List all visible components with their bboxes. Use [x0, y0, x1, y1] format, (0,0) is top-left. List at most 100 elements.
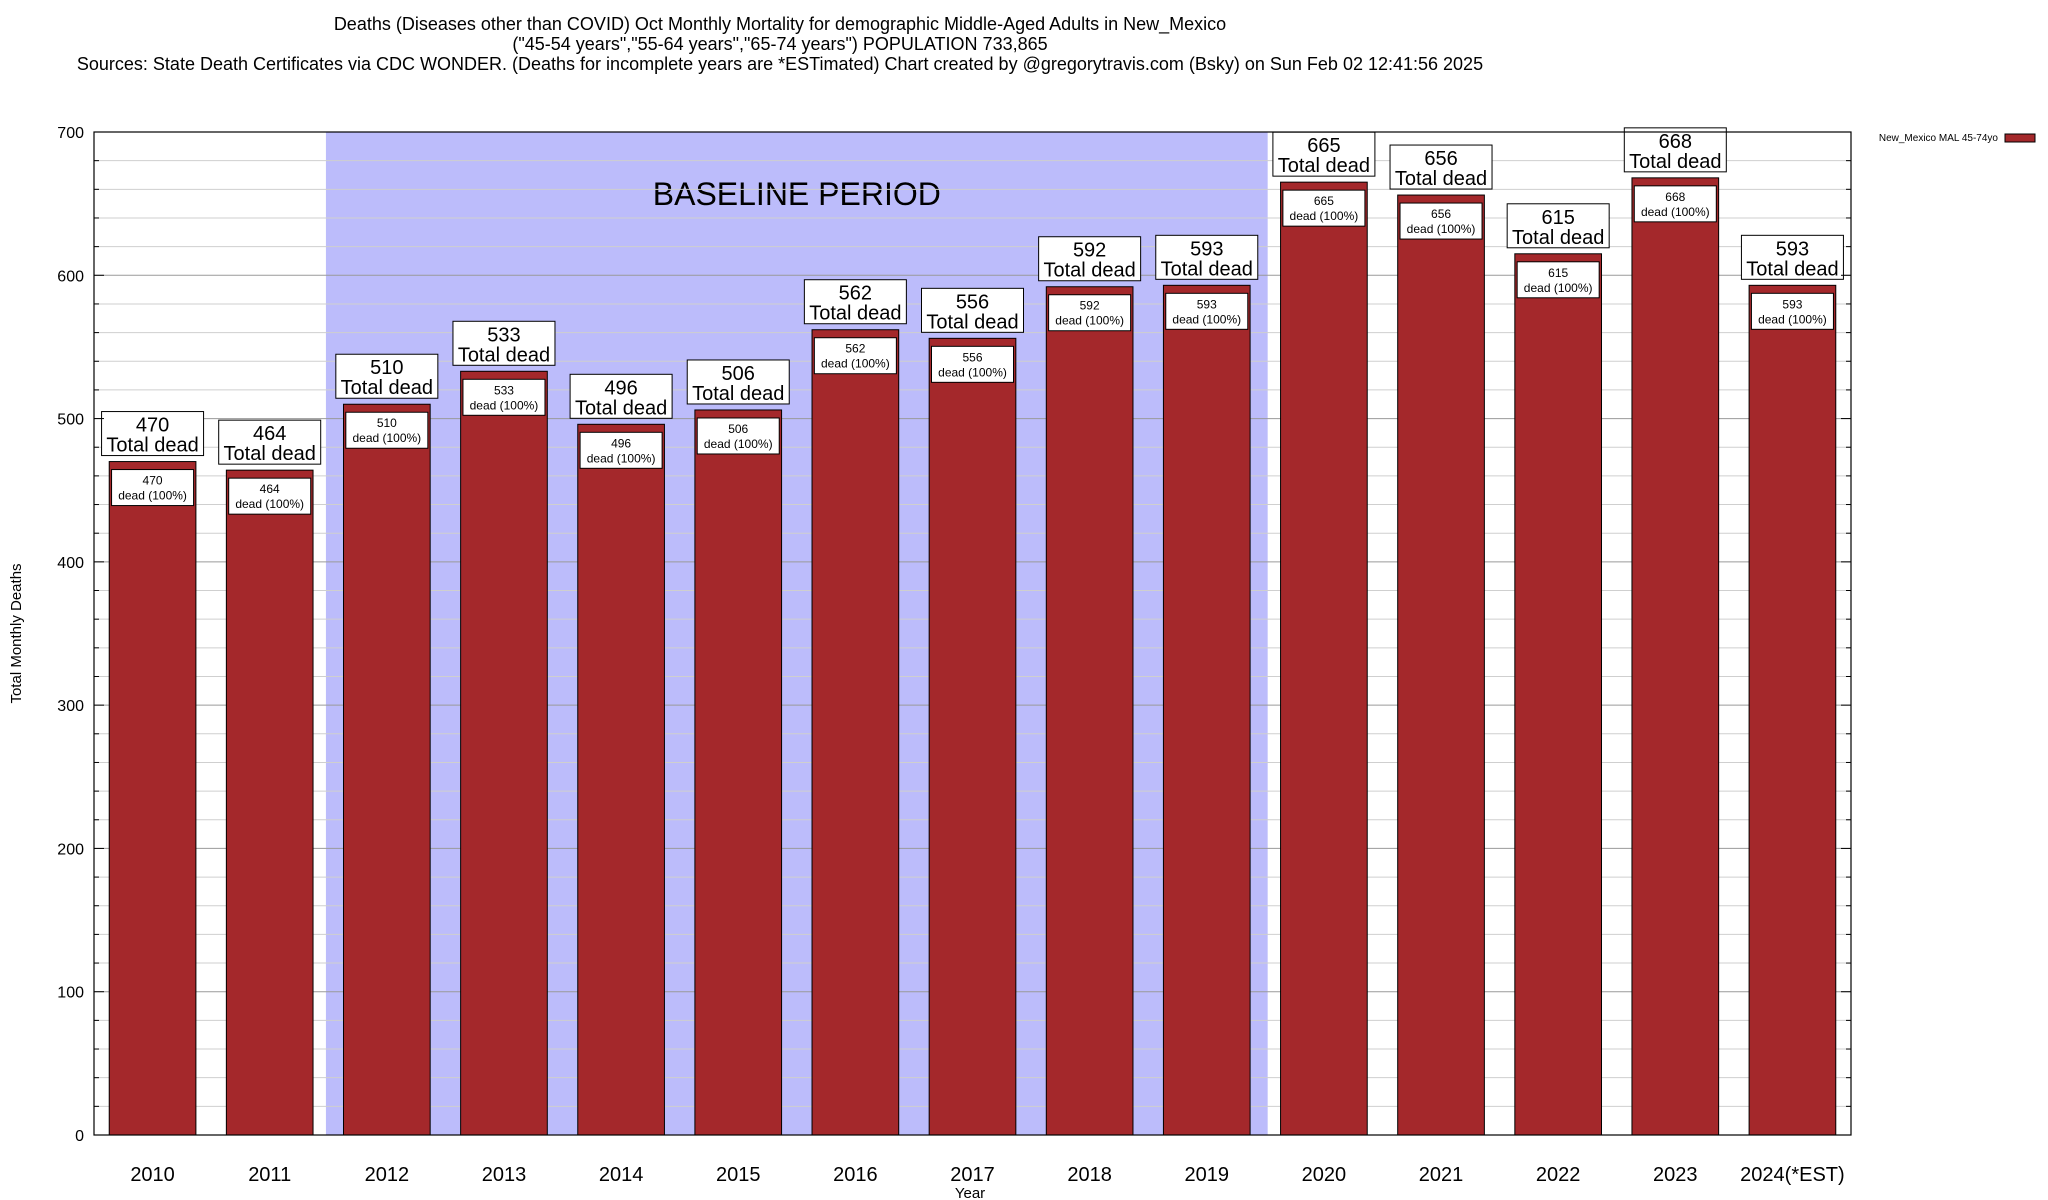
x-tick-label: 2021: [1419, 1164, 1464, 1186]
bar-total-value-label: 496: [604, 377, 637, 399]
bar-total-value-label: 464: [253, 423, 286, 445]
bar-total-text-label: Total dead: [106, 435, 198, 457]
bar-total-label-box: [1038, 236, 1142, 282]
bar-total-label-box: [1155, 234, 1259, 280]
chart-subtitle: ("45-54 years","55-64 years","65-74 year…: [512, 34, 1048, 54]
bar-inner-percent-label: dead (100%): [1055, 314, 1124, 328]
bar-inner-percent-label: dead (100%): [352, 431, 421, 445]
bar-total-value-label: 506: [722, 363, 755, 385]
bar-total-label-box: [335, 353, 439, 399]
bar-total-value-label: 668: [1659, 131, 1692, 153]
bar-inner-percent-label: dead (100%): [704, 437, 773, 451]
x-tick-label: 2024(*EST): [1740, 1164, 1845, 1186]
x-tick-label: 2015: [716, 1164, 761, 1186]
bar-inner-value-label: 556: [962, 350, 982, 364]
baseline-period-label: BASELINE PERIOD: [653, 176, 941, 212]
bar-inner-label-box: [931, 345, 1014, 383]
bar-total-label-box: [921, 287, 1024, 333]
bar-total-value-label: 593: [1190, 238, 1223, 260]
bar-inner-value-label: 592: [1080, 299, 1100, 313]
bar-inner-value-label: 470: [143, 474, 163, 488]
bar-total-label-box: [1272, 131, 1376, 177]
x-tick-label: 2012: [365, 1164, 410, 1186]
bar-inner-percent-label: dead (100%): [1758, 312, 1827, 326]
bar-total-value-label: 510: [370, 357, 403, 379]
bar-total-value-label: 562: [839, 283, 872, 305]
x-tick-label: 2011: [248, 1164, 291, 1186]
bar-inner-label-box: [1282, 189, 1366, 227]
bar-inner-percent-label: dead (100%): [1524, 281, 1593, 295]
bar-total-label-box: [803, 279, 907, 325]
x-tick-label: 2023: [1653, 1164, 1698, 1186]
bar-total-value-label: 665: [1307, 135, 1340, 157]
bar-total-value-label: 592: [1073, 240, 1106, 262]
bar-inner-percent-label: dead (100%): [1641, 205, 1710, 219]
x-tick-label: 2013: [482, 1164, 527, 1186]
y-tick-label: 300: [57, 698, 84, 715]
x-axis-title: Year: [955, 1185, 985, 1200]
legend-label: New_Mexico MAL 45-74yo: [1879, 133, 1999, 144]
x-tick-label: 2022: [1536, 1164, 1581, 1186]
bar-total-text-label: Total dead: [224, 443, 316, 465]
x-tick-label: 2019: [1185, 1164, 1230, 1186]
bar-total-text-label: Total dead: [1161, 258, 1253, 280]
bar: [108, 461, 197, 1136]
bar-inner-label-box: [579, 431, 663, 469]
bar-inner-value-label: 593: [1782, 297, 1802, 311]
bar-inner-value-label: 506: [728, 422, 748, 436]
bar-inner-label-box: [228, 477, 312, 515]
bar-total-text-label: Total dead: [1629, 151, 1721, 173]
bar-inner-percent-label: dead (100%): [118, 489, 187, 503]
chart-sources: Sources: State Death Certificates via CD…: [76, 54, 1484, 74]
x-tick-label: 2014: [599, 1164, 644, 1186]
bar-total-label-box: [1623, 127, 1727, 173]
legend-swatch: [2004, 133, 2036, 143]
bar-inner-percent-label: dead (100%): [470, 398, 539, 412]
bar-total-value-label: 615: [1541, 207, 1574, 229]
bar-inner-percent-label: dead (100%): [821, 357, 890, 371]
bar-total-text-label: Total dead: [1278, 155, 1370, 177]
bar-total-label-box: [218, 419, 322, 465]
bar-inner-value-label: 615: [1548, 266, 1568, 280]
bar-total-text-label: Total dead: [575, 397, 667, 419]
bar-inner-percent-label: dead (100%): [1172, 312, 1241, 326]
bar-total-label-box: [1740, 234, 1844, 280]
bar-total-text-label: Total dead: [458, 344, 550, 366]
bar-inner-label-box: [1633, 185, 1717, 223]
bar: [577, 423, 665, 1136]
x-tick-label: 2017: [950, 1164, 995, 1186]
bar-total-text-label: Total dead: [1395, 168, 1487, 190]
bar-total-value-label: 656: [1424, 148, 1457, 170]
bar-inner-percent-label: dead (100%): [235, 497, 304, 511]
bar-inner-value-label: 656: [1431, 207, 1451, 221]
y-tick-label: 200: [57, 841, 84, 858]
bar: [1280, 181, 1368, 1136]
bar-inner-value-label: 510: [377, 416, 397, 430]
chart-title: Deaths (Diseases other than COVID) Oct M…: [333, 14, 1227, 34]
y-tick-label: 600: [57, 268, 84, 285]
bar-total-label-box: [686, 359, 790, 405]
bar-inner-label-box: [1516, 261, 1600, 299]
bar-inner-label-box: [1750, 292, 1834, 330]
x-tick-label: 2020: [1302, 1164, 1347, 1186]
bar-total-text-label: Total dead: [1512, 227, 1604, 249]
bar-inner-percent-label: dead (100%): [1407, 222, 1476, 236]
y-tick-label: 100: [57, 985, 84, 1002]
bar-inner-label-box: [1399, 202, 1483, 240]
y-tick-label: 400: [57, 555, 84, 572]
bar-total-value-label: 533: [487, 324, 520, 346]
bar-total-value-label: 470: [136, 415, 169, 437]
bar-total-label-box: [1506, 203, 1610, 249]
bar-inner-value-label: 593: [1197, 297, 1217, 311]
bar-total-text-label: Total dead: [926, 311, 1018, 333]
bar-inner-value-label: 533: [494, 383, 514, 397]
bar-inner-value-label: 464: [260, 482, 280, 496]
bar: [460, 370, 548, 1136]
bar: [1045, 286, 1134, 1136]
bar-inner-label-box: [462, 378, 546, 416]
bar-total-label-box: [101, 411, 205, 457]
bar: [342, 403, 431, 1136]
bar-inner-label-box: [345, 411, 429, 449]
bar: [1631, 177, 1720, 1136]
